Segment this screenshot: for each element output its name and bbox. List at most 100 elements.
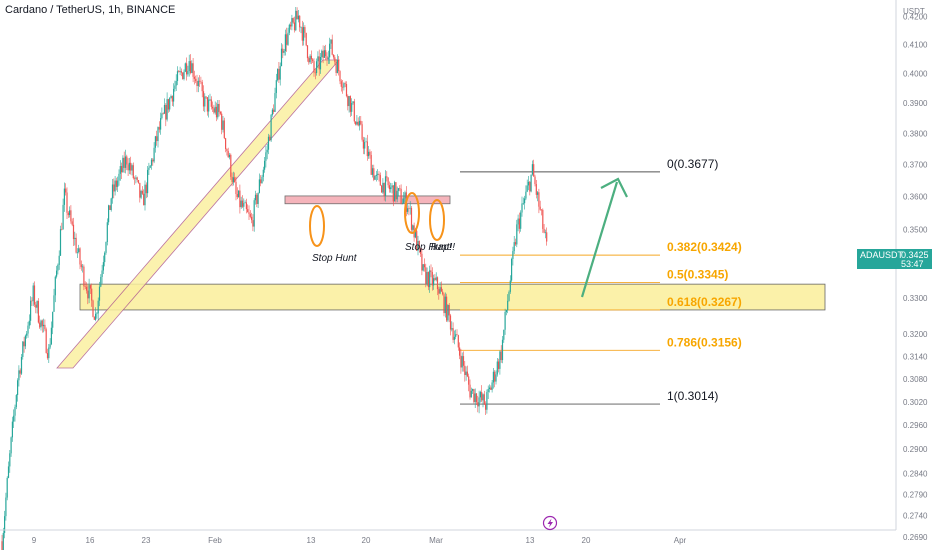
candle-body [488, 387, 491, 389]
candle-body [455, 334, 457, 337]
candle-body [446, 296, 448, 321]
candle-body [18, 370, 20, 381]
candle-body [192, 63, 194, 77]
x-tick-label: 20 [582, 536, 591, 545]
candle-body [132, 165, 134, 179]
candle-body [182, 72, 184, 80]
candle-body [518, 218, 520, 229]
candle-body [126, 156, 128, 165]
last-price-countdown: 53:47 [901, 258, 924, 269]
candle-body [82, 266, 84, 268]
candle-body [543, 228, 545, 233]
candle-body [355, 121, 357, 125]
candle-body [187, 71, 189, 75]
candle-body [201, 82, 203, 92]
candle-body [261, 176, 263, 184]
candle-body [93, 316, 95, 320]
candle-body [105, 242, 107, 253]
candle-body [200, 81, 202, 83]
candle-body [478, 397, 480, 407]
candle-body [461, 356, 463, 368]
lightning-icon[interactable] [542, 515, 558, 531]
last-price-badge[interactable]: ADAUSDT 0.3425 53:47 [857, 248, 932, 269]
candle-body [15, 395, 17, 408]
candle-body [429, 270, 431, 288]
candle-body [468, 376, 470, 385]
candle-body [205, 96, 207, 98]
candle-body [195, 78, 197, 82]
candle-body [431, 272, 433, 286]
candle-body [495, 374, 497, 382]
candle-body [280, 48, 283, 67]
candle-body [504, 311, 506, 330]
candle-body [470, 390, 472, 398]
candle-body [491, 382, 493, 390]
candle-body [448, 304, 450, 316]
candle-body [479, 392, 481, 398]
candle-body [430, 270, 432, 273]
y-tick-label: 0.4100 [903, 41, 928, 50]
candle-body [208, 99, 210, 112]
candle-body [283, 51, 285, 53]
candle-body [319, 56, 322, 70]
candle-body [2, 532, 4, 550]
candle-body [296, 10, 298, 20]
x-tick-label: 23 [142, 536, 151, 545]
rising-channel [56, 59, 340, 369]
time-axis[interactable]: 9 16 23 Feb 13 20 Mar 13 20 Apr [32, 536, 687, 545]
candle-body [425, 267, 427, 285]
candle-body [10, 437, 12, 454]
candle-body [356, 121, 358, 125]
candle-body [74, 237, 76, 240]
candle-body [494, 371, 496, 382]
candle-body [124, 156, 127, 168]
candle-body [158, 127, 160, 130]
projection-arrow [580, 177, 628, 298]
candle-body [180, 71, 182, 73]
candle-body [481, 392, 483, 401]
candle-body [297, 15, 299, 20]
candle-body [104, 252, 106, 263]
y-tick-label: 0.3500 [903, 225, 928, 234]
price-axis[interactable]: 0.4200 0.4100 0.4000 0.3900 0.3800 0.3700 0.36… [903, 13, 928, 542]
candle-body [50, 327, 52, 345]
candle-body [235, 181, 237, 194]
candle-body [374, 175, 376, 180]
candle-body [370, 155, 372, 175]
y-tick-label: 0.3200 [903, 330, 928, 339]
fib-level-label: 0.786(0.3156) [667, 335, 742, 349]
candle-body [496, 361, 498, 375]
candle-body [27, 325, 29, 334]
y-tick-label: 0.2690 [903, 533, 928, 542]
candle-body [163, 105, 166, 114]
candle-body [156, 136, 158, 142]
candle-body [111, 184, 114, 199]
candle-body [483, 394, 485, 405]
candle-body [108, 205, 110, 223]
channel-band [56, 59, 340, 369]
candle-body [466, 371, 468, 377]
candle-body [381, 185, 383, 193]
candle-body [273, 109, 275, 112]
stop-hunt-circle [429, 199, 445, 241]
candle-body [95, 313, 97, 320]
candle-body [33, 285, 36, 305]
candle-body [303, 27, 305, 41]
candle-body [118, 173, 120, 181]
candle-body [31, 300, 33, 302]
candle-body [110, 198, 112, 211]
candle-body [282, 48, 284, 53]
candle-body [196, 81, 198, 87]
candle-body [332, 54, 335, 58]
candle-body [131, 165, 133, 171]
candle-body [232, 177, 234, 183]
candle-body [70, 210, 72, 222]
candle-body [274, 93, 276, 112]
candle-body [59, 229, 62, 256]
candle-body [278, 68, 280, 80]
candle-body [314, 72, 316, 74]
candle-body [352, 101, 354, 104]
candle-body [100, 277, 102, 287]
candle-body [256, 194, 258, 205]
